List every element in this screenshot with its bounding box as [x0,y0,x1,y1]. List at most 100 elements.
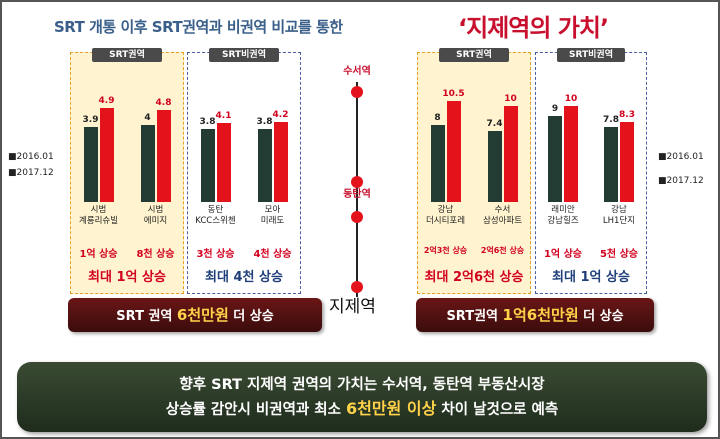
category-label: 시범 에미지 [134,205,178,227]
conclusion-box: 향후 SRT 지제역 권역의 가치는 수서역, 동탄역 부동산시장 상승률 감안… [17,362,707,432]
category-label-line: 시범 [147,205,164,215]
bar-2016 [430,125,445,202]
legend-item-2017: ■2017.12 [658,176,704,186]
bar-value-label: 10 [504,94,517,105]
bar-2016 [200,129,215,202]
rise-label: 1억 상승 [543,249,583,260]
category-label-line: 더시티포레 [425,216,466,226]
legend-label: ■2016.01 [658,152,704,162]
summary-left-pre: SRT 권역 [116,309,177,324]
panel-header: SRT권역 [439,48,509,62]
bar-value-label: 7.4 [486,119,503,130]
bar-2016 [83,127,98,202]
main-title: ‘지제역의 가치’ [458,14,609,42]
bar-2017 [273,121,288,202]
category-label-line: LH1단지 [602,216,636,226]
category-label-line: 모아 [264,205,281,215]
category-label-line: KCC스위첸 [195,216,236,226]
legend-right: ■2016.01 ■2017.12 [658,152,704,192]
bar-value-label: 10.5 [442,89,465,100]
category-label-line: 미래도 [260,216,285,226]
summary-right: SRT권역 1억6천만원 더 상승 [416,298,654,332]
category-label-line: 강남 [611,205,627,215]
station-label-dongtan: 동탄역 [343,189,371,200]
rise-label: 2억3천 상승 [423,246,468,255]
bar-2016 [604,127,618,202]
bar-2017 [446,101,461,202]
conclusion-highlight: 6천만원 이상 [346,399,437,418]
bar-value-label: 4 [144,113,151,124]
legend-label: ■2017.12 [658,176,704,186]
panel-total: 최대 4천 상승 [205,270,283,285]
conclusion-line2-pre: 상승률 감안시 비권역과 최소 [165,402,347,418]
rise-label: 3천 상승 [196,249,235,260]
summary-right-post: 더 상승 [578,309,624,324]
bar-2016 [548,115,562,202]
bar-value-label: 4.9 [98,96,115,107]
station-dot-dongtan [351,211,363,223]
panel-header: SRT비권역 [209,48,279,62]
summary-left: SRT 권역 6천만원 더 상승 [68,298,322,332]
category-label: 시범 계룡리슈빌 [77,205,121,227]
station-label-jije: 지제역 [329,297,376,317]
category-label-line: 강남 [437,205,454,215]
bar-value-label: 9 [551,103,559,114]
bar-2016 [140,125,155,202]
legend-label: ■2016.01 [8,152,54,162]
bar-2017 [620,122,634,202]
bar-value-label: 4.2 [272,109,289,120]
bar-value-label: 3.8 [256,117,273,128]
panel-total: 최대 2억6천 상승 [424,270,524,285]
bar-value-label: 8 [434,113,441,124]
summary-left-highlight: 6천만원 [176,306,229,324]
bar-value-label: 3.9 [82,115,99,126]
bar-value-label: 10 [564,94,578,105]
panel-header: SRT권역 [92,48,162,62]
category-label-line: 동탄 [207,205,224,215]
subtitle: SRT 개통 이후 SRT권역과 비권역 비교를 통한 [54,18,343,36]
category-label-line: 계룡리슈빌 [78,216,119,226]
category-label-line: 수서 [494,205,511,215]
legend-label: ■2017.12 [8,168,54,178]
station-dot-dongtan-upper [351,176,363,188]
category-label-line: 에미지 [143,216,168,226]
panel-header: SRT비권역 [557,48,625,62]
legend-left: ■2016.01 ■2017.12 [8,152,54,184]
rise-label: 5천 상승 [599,249,639,260]
bar-2017 [156,110,171,202]
legend-item-2016: ■2016.01 [658,152,704,162]
category-label: 강남 LH1단지 [597,205,641,227]
category-label: 동탄 KCC스위첸 [194,205,238,227]
station-dot-suseo [351,86,363,98]
category-label: 강남 더시티포레 [424,205,468,227]
summary-left-post: 더 상승 [228,309,274,324]
rise-label: 2억6천 상승 [480,246,525,255]
conclusion-line2: 상승률 감안시 비권역과 최소 6천만원 이상 차이 날것으로 예측 [17,397,707,422]
station-line [351,82,363,297]
bar-value-label: 3.8 [199,117,216,128]
summary-right-pre: SRT권역 [446,309,503,324]
rise-label: 4천 상승 [253,249,292,260]
bar-value-label: 4.8 [155,98,172,108]
rise-label: 1억 상승 [79,249,118,260]
bar-2016 [257,129,272,202]
bar-value-label: 4.1 [215,111,232,122]
bar-2017 [216,123,231,202]
summary-right-highlight: 1억6천만원 [502,306,579,324]
conclusion-line1: 향후 SRT 지제역 권역의 가치는 수서역, 동탄역 부동산시장 [179,377,545,393]
category-label: 수서 삼성아파트 [481,205,525,227]
station-dot-jije [351,281,363,293]
category-label-line: 래미안 [551,205,575,215]
conclusion-line2-post: 차이 날것으로 예측 [436,402,559,418]
bar-value-label: 7.8 [603,115,619,126]
category-label: 래미안 강남힐즈 [541,205,585,227]
bar-2016 [487,131,502,202]
panel-total: 최대 1억 상승 [552,270,630,285]
category-label-line: 시범 [90,205,107,215]
bar-2017 [503,106,518,202]
bar-value-label: 8.3 [619,110,635,121]
category-label-line: 삼성아파트 [482,216,523,226]
legend-item-2017: ■2017.12 [8,168,54,178]
legend-item-2016: ■2016.01 [8,152,54,162]
